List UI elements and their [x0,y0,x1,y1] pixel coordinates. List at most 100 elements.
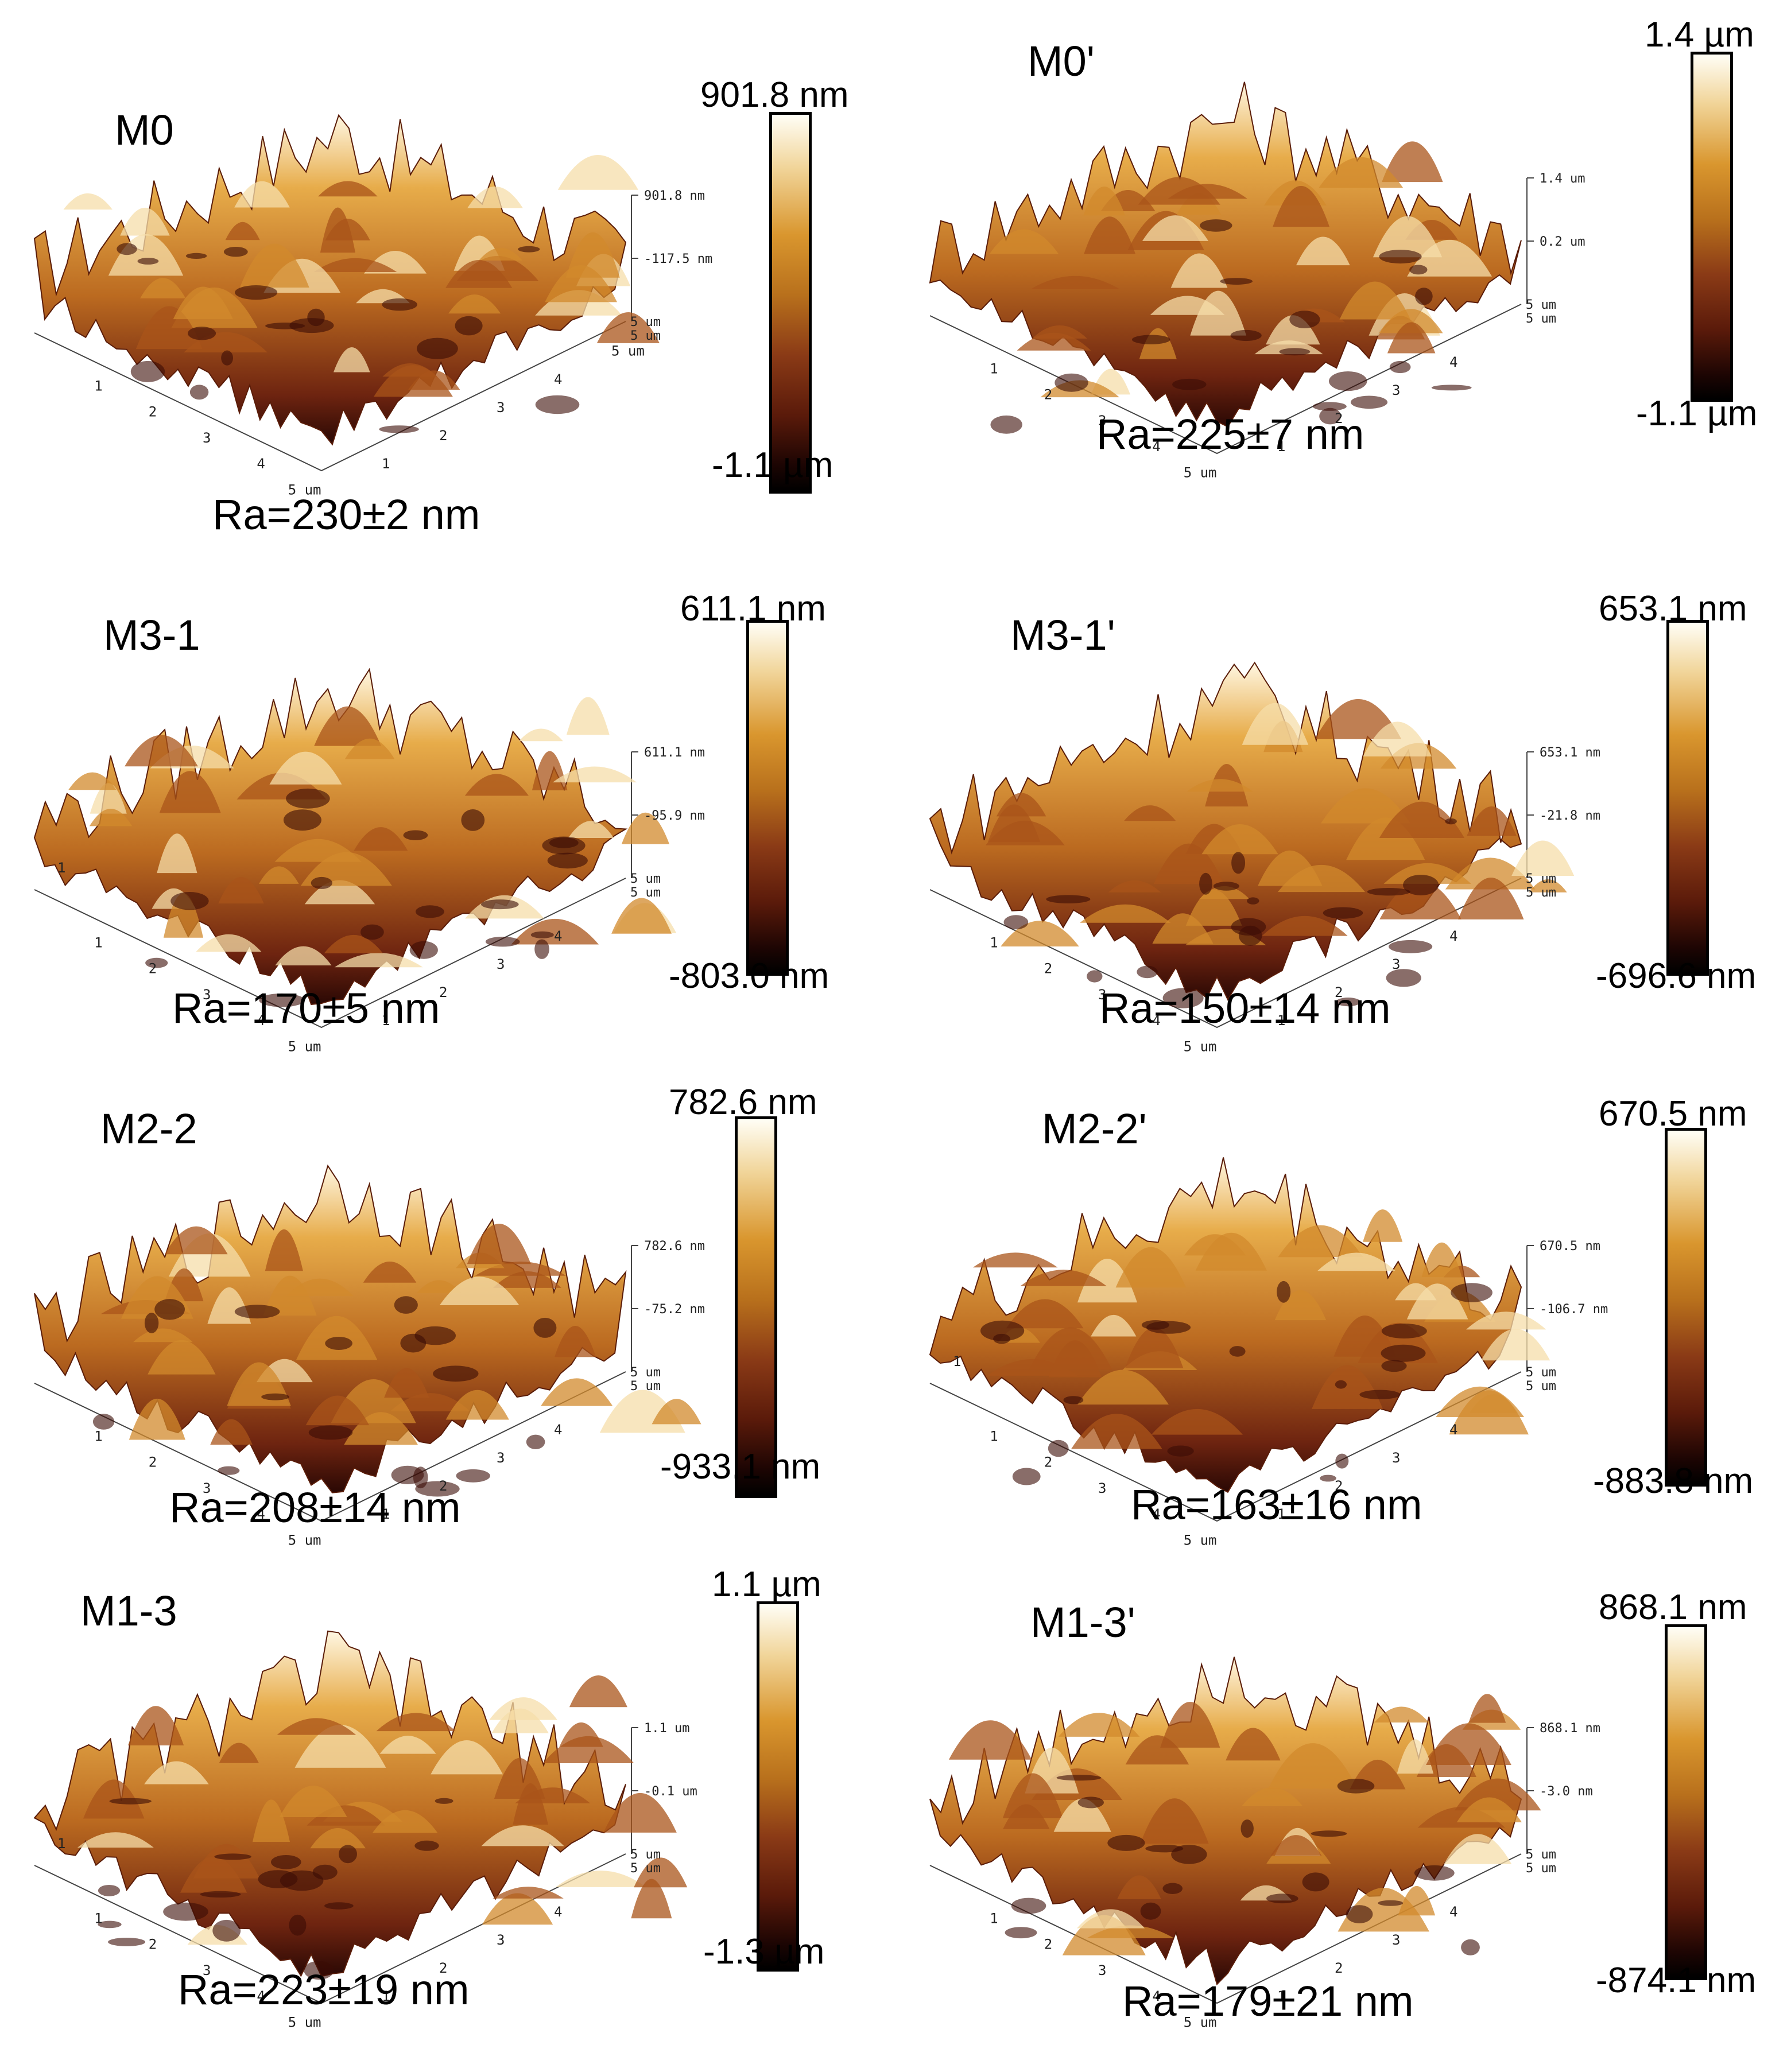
surface-feature [314,706,381,746]
surface-feature [493,1887,564,1899]
surface-valley [1381,1360,1407,1372]
surface-valley [1367,888,1410,896]
surface-feature [127,1706,184,1745]
corner-label: 5 um [1526,312,1556,326]
z-tick-label-mid: -21.8 nm [1540,809,1600,823]
x-tick-label: 4 [257,1012,265,1029]
surface-feature [634,1857,688,1888]
surface-feature [1125,1735,1189,1765]
y-tick-label: 4 [554,1904,562,1920]
surface-feature [1108,880,1161,893]
z-tick-label-mid: 0.2 um [1540,235,1585,249]
x-tick-label: 3 [203,430,211,446]
corner-label: 5 um [1526,1848,1556,1862]
height-surface [33,114,660,446]
surface-valley [1350,395,1388,409]
surface-feature [129,1398,185,1440]
surface-valley [1137,965,1158,979]
z-axis [631,751,638,878]
surface-valley [154,1299,185,1320]
surface-feature [482,1893,553,1925]
surface-feature [479,247,522,261]
colorbar-min-label: -874.1 nm [1596,1961,1757,2000]
surface-valley [1231,918,1266,936]
surface-valley [1012,1468,1041,1485]
surface-feature [269,751,342,785]
surface-feature [390,1393,470,1411]
surface-valley [1445,818,1457,825]
surface-valley [360,924,384,940]
y-tick-label: 4 [1449,1904,1457,1920]
colorbar-min-label: -933.1 nm [660,1447,821,1487]
surface-valley [417,337,458,359]
surface-feature [259,866,299,884]
surface-feature [379,1736,436,1754]
x-tick-label: 3 [1098,1480,1106,1496]
z-tick-label-top: 782.6 nm [644,1239,705,1254]
surface-feature [1142,215,1209,241]
surface-valley [1335,1380,1347,1389]
roughness-value: Ra=208±14 nm [169,1484,461,1531]
roughness-value: Ra=179±21 nm [1122,1977,1414,2025]
surface-valley [1346,1905,1373,1923]
surface-valley [1005,1927,1037,1939]
x-tick-label: 4 [257,1988,265,2004]
surface-valley [1055,373,1088,392]
surface-valley [92,1414,115,1430]
surface-feature [125,735,198,767]
sample-label: M1-3 [80,1587,177,1635]
surface-feature [481,1825,564,1846]
y-tick-label: 3 [497,399,505,416]
surface-feature [148,1340,216,1375]
surface-valley [286,788,330,809]
x-tick-label: 4 [257,1506,265,1522]
surface-feature [1268,1743,1358,1789]
corner-label: 5 um [1526,1861,1556,1876]
extra-tick-label: 1 [953,1353,961,1369]
surface-feature [542,1736,634,1763]
surface-valley [1220,278,1253,285]
surface-valley [1289,311,1320,328]
colorbar-max-label: 901.8 nm [700,75,849,115]
surface-valley [1231,852,1246,874]
surface-valley [308,1425,353,1440]
surface-feature [1002,1773,1063,1818]
surface-feature [63,193,113,210]
surface-feature [1449,1390,1529,1435]
surface-feature [234,181,290,208]
surface-valley [534,939,549,959]
x-tick-label: 4 [1152,439,1160,455]
x-tick-label: 5 um [1184,1038,1217,1054]
surface-feature [253,1799,290,1842]
corner-label: 5 um [1526,1379,1556,1394]
surface-valley [1414,1865,1455,1881]
surface-feature [1397,1739,1434,1774]
x-tick-label: 2 [149,1454,157,1470]
x-tick-label: 3 [1098,987,1106,1003]
surface-feature [1374,1706,1429,1723]
surface-feature [310,1827,366,1849]
surface-valley [188,327,216,340]
y-tick-label: 2 [439,1960,447,1976]
surface-valley [1063,1396,1084,1404]
surface-feature [1058,1713,1140,1737]
corner-label: 5 um [630,1379,661,1394]
surface-feature [652,1399,701,1425]
x-tick-label: 1 [990,1910,998,1926]
surface-valley [530,931,554,938]
surface-feature [1387,322,1436,354]
surface-valley [200,1891,241,1898]
surface-valley [1302,1872,1329,1892]
z-tick-label-top: 670.5 nm [1540,1239,1600,1254]
y-tick-label: 2 [1335,1478,1343,1494]
z-tick-label-mid: -106.7 nm [1540,1302,1608,1317]
surface-valley [1378,1900,1404,1906]
surface-feature [159,771,221,813]
surface-feature [1363,1209,1403,1242]
